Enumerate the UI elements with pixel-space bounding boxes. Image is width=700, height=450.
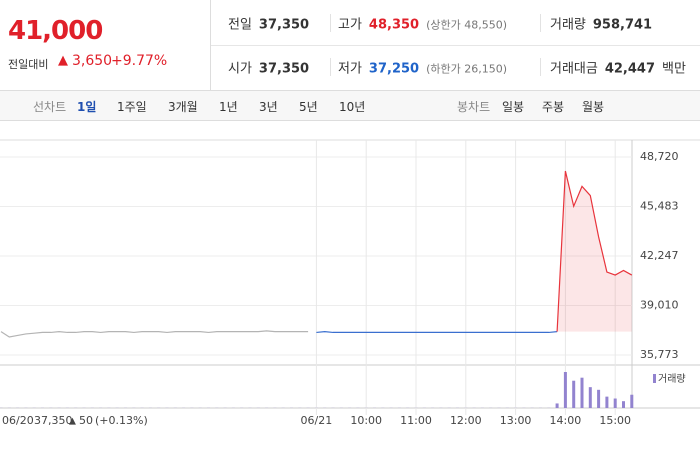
x-tick-label: 14:00: [550, 414, 582, 427]
chart: 48,720 45,483 42,247 39,010 35,773 06/20 06/21…: [0, 139, 700, 427]
stat-value: 37,250: [368, 61, 420, 77]
stat: 거래량 958,741: [550, 14, 652, 33]
volume-bar: [588, 387, 592, 408]
stat: 저가 37,250 (하한가 26,150): [338, 58, 507, 77]
volume-bar: [572, 380, 576, 408]
x-tick-label: 15:00: [599, 414, 631, 427]
area: [557, 171, 632, 332]
x-tick-label: 11:00: [400, 414, 432, 427]
stat-value: 37,350: [258, 61, 310, 77]
price-line: [0, 330, 309, 338]
period-tab[interactable]: 일봉: [502, 100, 525, 114]
y-tick-label: 39,010: [640, 298, 679, 311]
up-icon: ▲: [69, 417, 76, 427]
y-tick-label: 45,483: [640, 200, 679, 213]
volume-bar: [630, 394, 634, 408]
volume-bar: [613, 398, 617, 408]
divider: [330, 58, 331, 76]
volume-bar: [605, 396, 609, 408]
stat-note: (하한가 26,150): [426, 62, 508, 76]
period-tab[interactable]: 10년: [339, 100, 366, 114]
volume-bar: [597, 389, 601, 408]
volume-bar: [555, 403, 559, 408]
divider: [540, 58, 541, 76]
stat-value: 48,350: [368, 17, 420, 33]
stat: 시가 37,350: [228, 58, 309, 77]
y-tick-label: 42,247: [640, 249, 679, 262]
tab-header: 선차트: [33, 100, 67, 114]
stat-label: 저가: [338, 61, 362, 77]
legend-label: 거래량: [658, 373, 686, 385]
divider: [211, 45, 700, 46]
divider: [540, 14, 541, 32]
summary-change: 50: [79, 414, 93, 427]
x-tick-label: 12:00: [450, 414, 482, 427]
change-rate: +9.77%: [111, 53, 168, 69]
period-tab[interactable]: 5년: [299, 100, 318, 114]
stat-value: 37,350: [258, 17, 310, 33]
period-tab[interactable]: 1일: [77, 100, 97, 114]
price-line: [556, 170, 633, 332]
up-icon: ▲: [58, 53, 68, 68]
stat-unit: 백만: [662, 61, 686, 77]
x-tick-label: 13:00: [500, 414, 532, 427]
y-tick-label: 48,720: [640, 150, 679, 163]
volume-bar: [622, 401, 625, 408]
stat-label: 전일: [228, 17, 252, 33]
volume-bar: [580, 377, 584, 408]
stat-label: 거래량: [550, 17, 586, 33]
stat-label: 거래대금: [550, 61, 598, 77]
price-line: [316, 331, 558, 334]
period-tab[interactable]: 3개월: [168, 100, 198, 114]
stat-note: (상한가 48,550): [426, 18, 508, 32]
divider: [330, 14, 331, 32]
stat: 거래대금 42,447 백만: [550, 58, 686, 77]
stat-value: 42,447: [604, 61, 656, 77]
period-tab[interactable]: 1주일: [117, 100, 147, 114]
period-tab[interactable]: 주봉: [542, 100, 565, 114]
x-tick-label: 06/21: [301, 414, 333, 427]
stat-label: 시가: [228, 61, 252, 77]
tab-bar: 선차트 봉차트 1일 1주일 3개월 1년 3년 5년 10년 일봉 주봉 월봉: [0, 90, 700, 121]
period-tab[interactable]: 월봉: [582, 100, 605, 114]
y-tick-label: 35,773: [640, 348, 679, 361]
x-tick-label: 06/20: [2, 414, 34, 427]
summary-rate: (+0.13%): [95, 414, 148, 427]
stat: 전일 37,350: [228, 14, 309, 33]
stat-value: 958,741: [592, 17, 653, 33]
change-label: 전일대비: [8, 58, 49, 71]
summary-price: 37,350: [34, 414, 73, 427]
tab-header: 봉차트: [457, 100, 491, 114]
period-tab[interactable]: 3년: [259, 100, 278, 114]
change: 3,650: [72, 53, 113, 69]
price: 41,000: [8, 16, 103, 46]
stat-label: 고가: [338, 17, 362, 33]
volume-bar: [563, 372, 567, 408]
price-box: 41,000 전일대비 ▲ 3,650 +9.77%: [0, 0, 211, 90]
stat: 고가 48,350 (상한가 48,550): [338, 14, 507, 33]
x-tick-label: 10:00: [350, 414, 382, 427]
legend-swatch: [653, 374, 656, 383]
period-tab[interactable]: 1년: [219, 100, 238, 114]
